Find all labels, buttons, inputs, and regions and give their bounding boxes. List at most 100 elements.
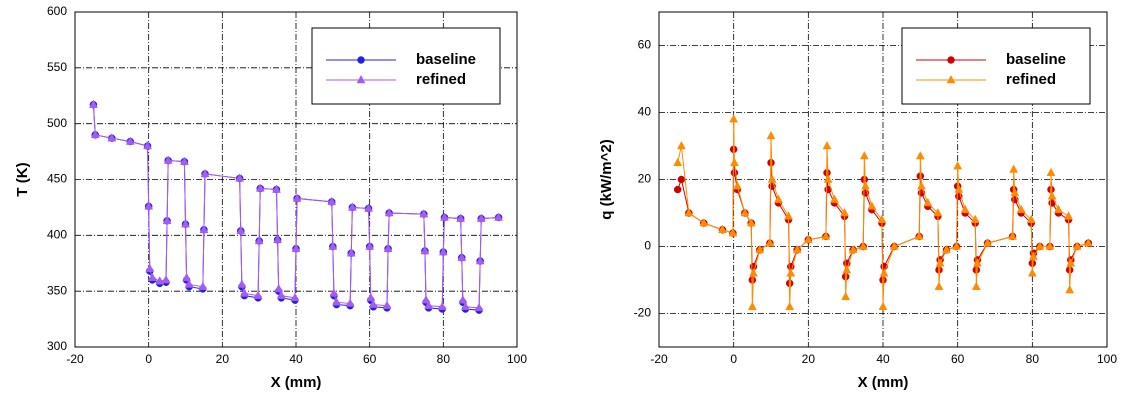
- data-point: [914, 231, 924, 240]
- data-point: [421, 295, 431, 304]
- x-tick-label: -20: [66, 352, 84, 366]
- data-point: [240, 288, 249, 297]
- y-tick-label: 500: [47, 116, 67, 130]
- data-point: [327, 196, 337, 206]
- data-point: [438, 247, 448, 256]
- data-point: [740, 207, 750, 217]
- data-point: [291, 243, 301, 252]
- data-point: [346, 248, 356, 257]
- data-point: [364, 203, 373, 212]
- x-tick-label: 60: [951, 352, 965, 366]
- data-point: [1009, 164, 1019, 173]
- data-point: [934, 281, 944, 290]
- data-point: [767, 174, 777, 183]
- data-point: [107, 133, 117, 142]
- x-tick-label: 100: [507, 352, 527, 366]
- data-point: [1016, 204, 1026, 213]
- data-point: [1008, 231, 1017, 240]
- data-point: [728, 228, 738, 237]
- data-point: [198, 281, 208, 290]
- data-point: [494, 212, 503, 221]
- data-point: [830, 194, 839, 203]
- data-point: [145, 263, 155, 273]
- data-point: [848, 244, 858, 254]
- data-point: [1064, 211, 1073, 220]
- data-point: [792, 244, 802, 254]
- data-point: [823, 174, 833, 183]
- data-point: [673, 185, 682, 194]
- data-point: [253, 290, 263, 299]
- data-point: [766, 130, 776, 140]
- data-point: [954, 184, 964, 193]
- data-point: [179, 156, 189, 165]
- data-point: [366, 292, 376, 302]
- y-axis-title: T (K): [14, 162, 31, 196]
- legend-label: baseline: [416, 51, 476, 68]
- data-point: [879, 268, 889, 277]
- plot: -20 0 20 40 60 80 100 -20 0 20 40 60 X (mm) q (kW/m^2…: [598, 11, 1117, 391]
- data-point: [365, 241, 375, 250]
- data-point: [255, 183, 265, 192]
- data-point: [933, 207, 943, 217]
- x-tick-label: -20: [650, 352, 668, 366]
- data-point: [971, 281, 981, 290]
- y-tick-label: 600: [47, 4, 67, 18]
- legend-marker: [947, 56, 955, 64]
- data-point: [1054, 204, 1063, 213]
- data-point: [732, 181, 742, 190]
- data-point: [746, 218, 756, 227]
- y-tick-label: 0: [644, 239, 651, 253]
- legend-label: baseline: [1006, 51, 1066, 68]
- data-point: [877, 214, 887, 223]
- data-point: [235, 173, 245, 182]
- data-point: [673, 157, 683, 166]
- x-tick-label: 0: [145, 352, 152, 366]
- data-point: [878, 301, 888, 311]
- data-point: [915, 151, 925, 160]
- y-tick-label: 400: [47, 228, 67, 242]
- data-point: [1083, 238, 1093, 247]
- data-point: [1035, 241, 1045, 250]
- legend-marker: [357, 56, 365, 64]
- data-point: [953, 161, 963, 170]
- plot-frame: [658, 11, 1108, 348]
- data-point: [784, 211, 793, 220]
- x-tick-label: 80: [1026, 352, 1040, 366]
- y-tick-label: 450: [47, 172, 67, 186]
- data-point: [684, 207, 694, 217]
- data-point: [917, 181, 926, 190]
- data-point: [474, 302, 484, 312]
- data-point: [840, 207, 849, 217]
- legend-box: [311, 27, 501, 105]
- data-point: [1027, 268, 1037, 277]
- data-point: [420, 245, 430, 255]
- legend-label: refined: [416, 71, 466, 88]
- x-tick-label: 40: [289, 352, 303, 366]
- data-point: [699, 218, 709, 227]
- data-point: [276, 290, 286, 299]
- x-axis-title: X (mm): [271, 374, 322, 391]
- data-point: [1010, 187, 1020, 197]
- x-tick-label: 0: [730, 352, 737, 366]
- data-point: [89, 99, 98, 108]
- data-point: [973, 258, 982, 267]
- y-tick-label: -20: [634, 306, 652, 320]
- data-point: [677, 175, 686, 184]
- data-point: [162, 215, 172, 225]
- data-point: [942, 244, 951, 254]
- legend-box: [901, 27, 1091, 105]
- data-point: [274, 283, 284, 293]
- data-point: [384, 207, 394, 217]
- data-point: [345, 298, 355, 307]
- data-point: [143, 140, 152, 150]
- data-point: [182, 272, 192, 282]
- data-point: [461, 301, 470, 311]
- y-tick-label: 300: [47, 339, 67, 353]
- y-tick-label: 40: [638, 105, 652, 119]
- data-point: [676, 140, 686, 150]
- data-point: [718, 224, 727, 233]
- data-point: [456, 213, 466, 222]
- data-point: [332, 297, 341, 306]
- data-point: [440, 212, 449, 221]
